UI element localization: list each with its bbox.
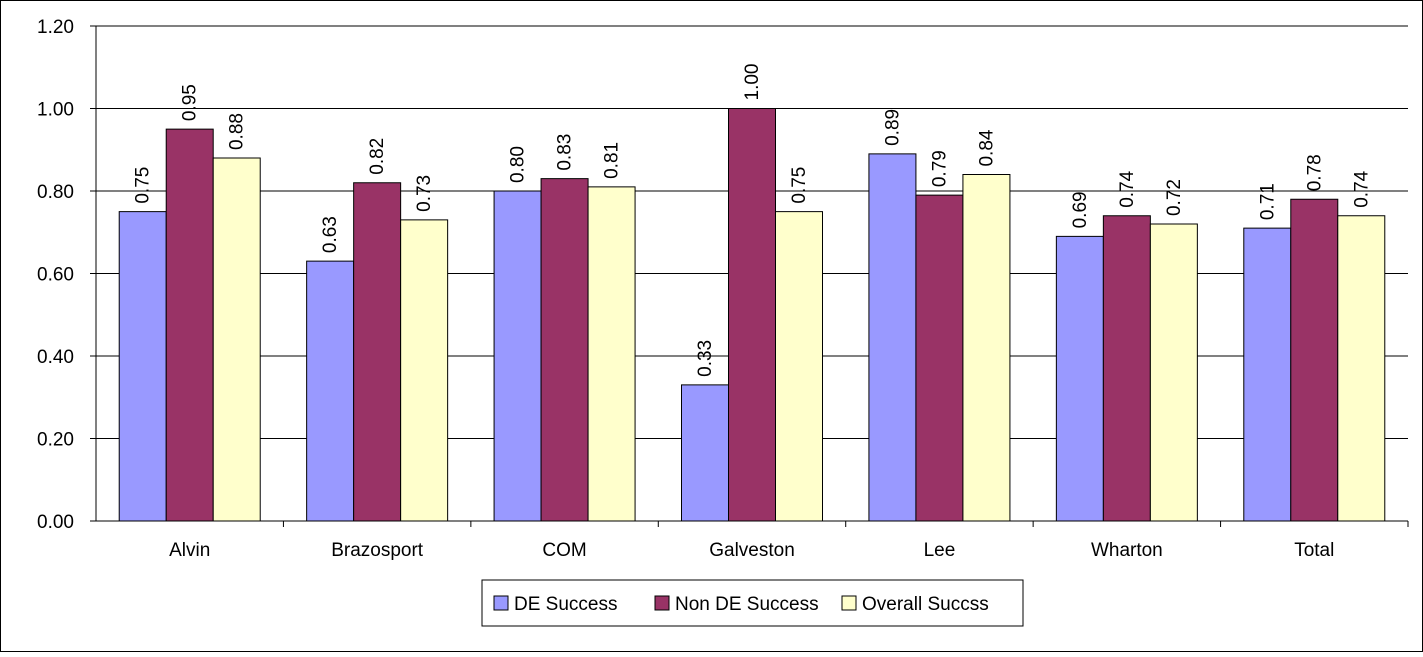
- y-tick-label: 1.20: [37, 17, 74, 38]
- bar-overall-succss-galveston: [775, 211, 823, 522]
- bar-overall-succss-brazosport: [400, 219, 449, 522]
- data-label: 0.83: [555, 134, 576, 171]
- data-label: 0.84: [976, 129, 997, 166]
- data-label: 1.00: [742, 64, 763, 101]
- y-axis-tick-labels: 0.00 0.20 0.40 0.60 0.80 1.00 1.20: [37, 17, 74, 533]
- x-tick-label: Lee: [924, 540, 956, 561]
- data-label: 0.75: [133, 167, 154, 204]
- y-tick-label: 0.00: [37, 512, 74, 533]
- data-label: 0.33: [695, 340, 716, 377]
- data-label: 0.75: [789, 167, 810, 204]
- bar-non-de-success-brazosport: [353, 182, 402, 522]
- bar-non-de-success-com: [540, 178, 589, 522]
- data-labels: 0.75 0.95 0.88 0.63 0.82 0.73 0.80 0.83 0.81 0.33…: [133, 64, 1373, 377]
- data-label: 0.69: [1070, 191, 1091, 228]
- data-label: 0.71: [1257, 183, 1278, 220]
- bar-overall-succss-com: [587, 186, 636, 522]
- x-axis-tick-labels: Alvin Brazosport COM Galveston Lee Wharton Tot…: [169, 540, 1334, 561]
- bar-overall-succss-wharton: [1149, 223, 1198, 522]
- bar-non-de-success-total: [1290, 198, 1339, 522]
- data-label: 0.81: [602, 142, 623, 179]
- bar-non-de-success-galveston: [728, 108, 776, 522]
- data-label: 0.82: [367, 138, 388, 175]
- data-label: 0.74: [1117, 170, 1138, 207]
- y-tick-label: 0.20: [37, 430, 74, 451]
- data-label: 0.74: [1351, 170, 1372, 207]
- bar-non-de-success-wharton: [1102, 215, 1151, 522]
- legend-label: Overall Succss: [862, 594, 989, 615]
- legend-swatch: [493, 595, 509, 611]
- bar-de-success-com: [493, 190, 542, 522]
- legend: DE Success Non DE Success Overall Succss: [481, 579, 1024, 627]
- x-tick-label: Galveston: [709, 540, 795, 561]
- data-label: 0.63: [320, 216, 341, 253]
- data-label: 0.73: [414, 175, 435, 212]
- bar-overall-succss-lee: [962, 174, 1011, 522]
- bars: [118, 108, 1386, 522]
- data-label: 0.88: [227, 113, 248, 150]
- data-label: 0.78: [1304, 154, 1325, 191]
- legend-label: Non DE Success: [675, 594, 819, 615]
- y-tick-label: 0.40: [37, 347, 74, 368]
- data-label: 0.95: [180, 84, 201, 121]
- data-label: 0.80: [508, 146, 529, 183]
- x-tick-label: COM: [542, 540, 586, 561]
- bar-de-success-brazosport: [306, 260, 355, 522]
- y-tick-label: 0.80: [37, 182, 74, 203]
- y-tick-label: 1.00: [37, 100, 74, 121]
- y-tick-label: 0.60: [37, 265, 74, 286]
- bar-de-success-wharton: [1055, 235, 1104, 522]
- bar-non-de-success-alvin: [165, 128, 214, 522]
- bar-de-success-total: [1243, 227, 1292, 522]
- bar-de-success-lee: [868, 153, 917, 522]
- axes: [90, 25, 1409, 527]
- bar-overall-succss-alvin: [212, 157, 261, 522]
- legend-box: [481, 579, 1024, 627]
- x-tick-label: Wharton: [1091, 540, 1163, 561]
- bar-de-success-galveston: [681, 384, 729, 522]
- bar-overall-succss-total: [1337, 215, 1386, 522]
- bar-non-de-success-lee: [915, 194, 964, 522]
- x-tick-label: Total: [1294, 540, 1334, 561]
- legend-swatch: [841, 595, 857, 611]
- data-label: 0.79: [929, 150, 950, 187]
- x-tick-label: Alvin: [169, 540, 210, 561]
- data-label: 0.89: [882, 109, 903, 146]
- data-label: 0.72: [1164, 179, 1185, 216]
- legend-swatch: [654, 595, 670, 611]
- legend-label: DE Success: [514, 594, 617, 615]
- x-tick-label: Brazosport: [331, 540, 424, 561]
- bar-de-success-alvin: [118, 211, 167, 522]
